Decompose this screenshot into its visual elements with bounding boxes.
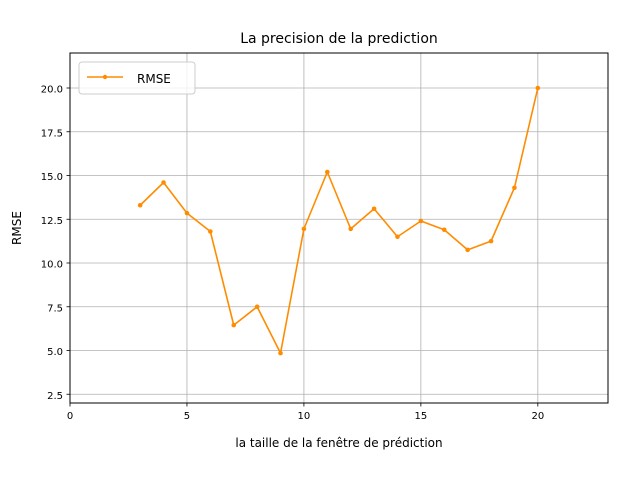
y-tick-label: 17.5 (41, 128, 63, 139)
series-line-rmse (139, 87, 539, 354)
legend-box (78, 61, 196, 95)
legend-label-rmse: RMSE (137, 72, 171, 86)
grid (69, 53, 608, 403)
data-point-rmse (348, 226, 353, 232)
y-tick-label: 5.0 (47, 347, 63, 358)
data-point-rmse (441, 227, 447, 233)
plot-frame (69, 52, 609, 404)
data-point-rmse (465, 247, 470, 253)
data-point-rmse (512, 185, 517, 191)
data-point-rmse (418, 218, 424, 224)
y-tick-label: 2.5 (47, 391, 63, 402)
data-point-rmse (184, 210, 190, 216)
legend-marker-rmse (102, 74, 108, 80)
x-tick-label: 5 (184, 411, 190, 422)
data-point-rmse (137, 202, 143, 208)
data-point-rmse (395, 234, 400, 240)
x-tick-label: 10 (298, 411, 311, 422)
y-tick-label: 7.5 (47, 303, 63, 314)
data-point-rmse (231, 322, 237, 328)
data-point-rmse (278, 350, 283, 356)
data-point-rmse (161, 180, 166, 185)
y-tick-label: 10.0 (41, 260, 63, 271)
data-point-rmse (535, 85, 541, 91)
y-axis-label: RMSE (10, 211, 24, 245)
x-tick-label: 15 (415, 411, 428, 422)
chart-title: La precision de la prediction (240, 31, 438, 47)
data-point-rmse (325, 169, 330, 175)
y-tick-label: 20.0 (41, 85, 63, 96)
x-tick-label: 20 (531, 411, 544, 422)
y-tick-label: 12.5 (41, 216, 63, 227)
data-point-rmse (254, 304, 260, 310)
data-point-rmse (371, 206, 377, 212)
x-tick-label: 0 (67, 411, 73, 422)
data-point-rmse (208, 229, 213, 234)
data-point-rmse (488, 238, 494, 244)
series-layer (137, 85, 541, 356)
legend: RMSE (78, 61, 196, 95)
axis-ticks: 0 5 10 15 20 2.5 5.0 7.5 10.0 12.5 15.0 17.5 20.0 (41, 85, 544, 423)
data-point-rmse (301, 226, 307, 232)
y-tick-label: 15.0 (41, 172, 63, 183)
x-axis-label: la taille de la fenêtre de prédiction (235, 436, 442, 450)
